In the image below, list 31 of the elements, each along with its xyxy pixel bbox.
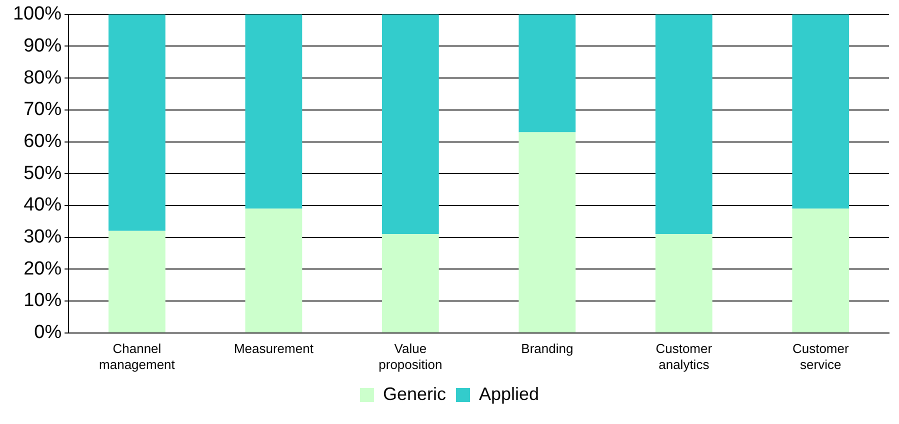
x-tick-label: Customer service <box>792 341 850 372</box>
y-tick-label: 50% <box>24 162 62 184</box>
bar <box>108 14 166 231</box>
x-tick-label: Branding <box>521 341 574 356</box>
bar <box>792 208 850 332</box>
bar <box>655 234 712 332</box>
bar <box>382 14 439 234</box>
bar <box>792 14 850 209</box>
x-tick-label: Value proposition <box>378 341 442 372</box>
bar <box>245 14 302 209</box>
y-tick-label: 70% <box>24 99 62 120</box>
bar <box>108 230 166 332</box>
y-tick-label: 40% <box>24 194 62 216</box>
y-tick-label: 90% <box>24 35 62 56</box>
bar <box>382 234 439 332</box>
y-tick-label: 60% <box>24 130 62 152</box>
y-tick-label: 0% <box>34 322 62 344</box>
legend-label: Applied <box>478 384 540 404</box>
bar <box>518 14 576 132</box>
y-tick-label: 80% <box>24 67 62 88</box>
y-tick-label: 20% <box>24 258 62 280</box>
x-tick-label: Channel management <box>99 341 176 372</box>
x-tick-label: Customer analytics <box>656 341 713 372</box>
y-tick-label: 10% <box>24 290 62 312</box>
y-tick-label: 100% <box>12 4 62 25</box>
bar <box>518 132 576 332</box>
bar <box>245 208 302 332</box>
y-tick-label: 30% <box>24 226 62 248</box>
bar <box>655 14 712 234</box>
legend-label: Generic <box>382 384 446 404</box>
x-tick-label: Measurement <box>234 341 314 356</box>
